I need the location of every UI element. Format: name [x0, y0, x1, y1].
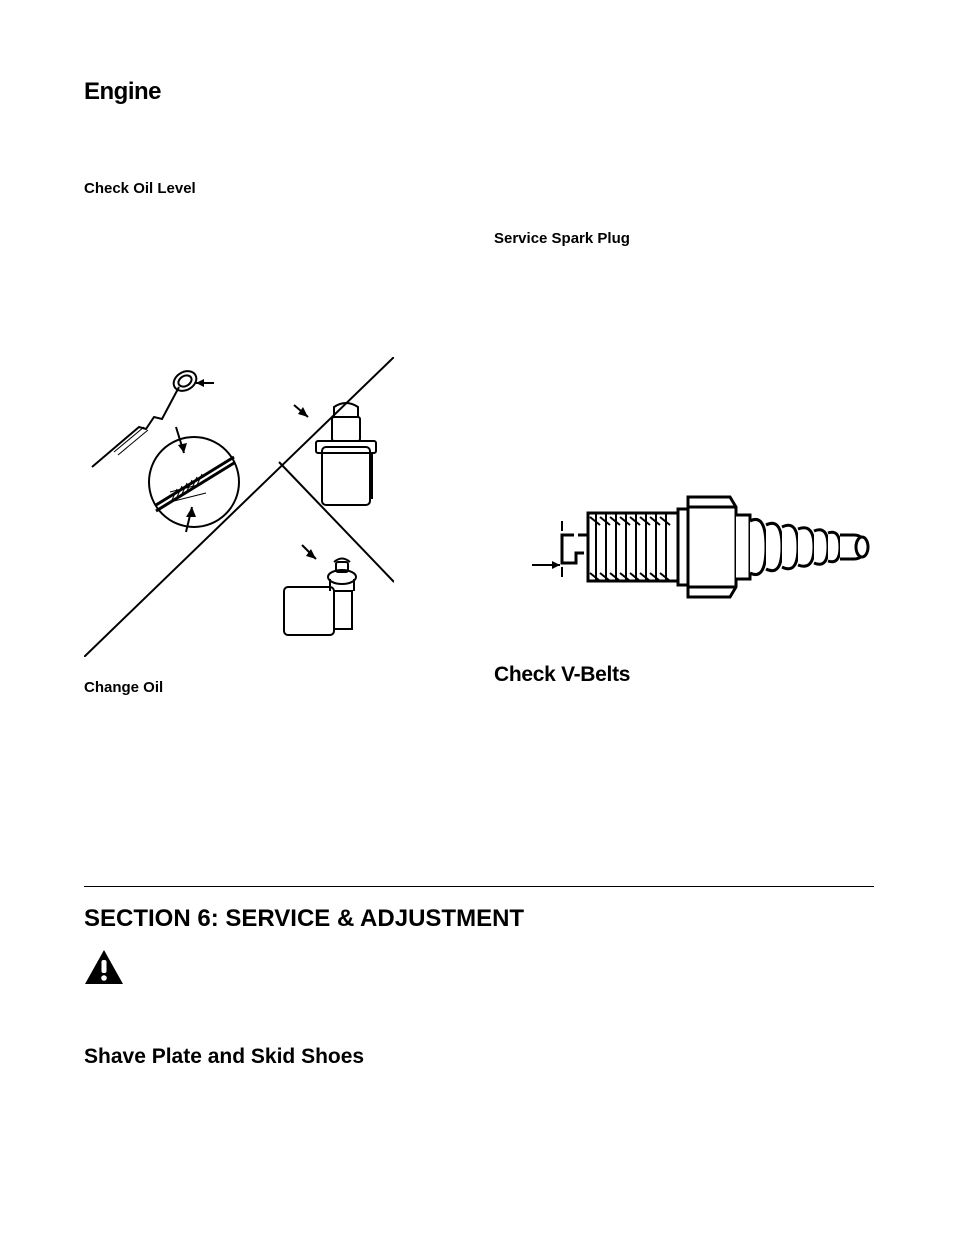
- page: Engine Check Oil Level: [0, 0, 954, 1235]
- spark-plug-svg: [514, 477, 884, 627]
- subhead-change-oil: Change Oil: [84, 679, 454, 696]
- heading-check-vbelts: Check V-Belts: [494, 663, 874, 687]
- right-column: Service Spark Plug: [494, 180, 874, 696]
- oil-diagram-svg: [84, 357, 394, 657]
- section-divider: [84, 886, 874, 887]
- subhead-service-spark-plug: Service Spark Plug: [494, 230, 874, 247]
- heading-shave-plate: Shave Plate and Skid Shoes: [84, 1045, 874, 1069]
- two-column-layout: Check Oil Level: [84, 180, 874, 696]
- left-column: Check Oil Level: [84, 180, 454, 696]
- heading-engine: Engine: [84, 78, 874, 106]
- subhead-check-oil-level: Check Oil Level: [84, 180, 454, 197]
- warning-icon: [84, 949, 124, 985]
- figure-spark-plug: [514, 477, 884, 627]
- figure-oil-diagram: [84, 357, 394, 657]
- heading-section-6: SECTION 6: SERVICE & ADJUSTMENT: [84, 905, 874, 933]
